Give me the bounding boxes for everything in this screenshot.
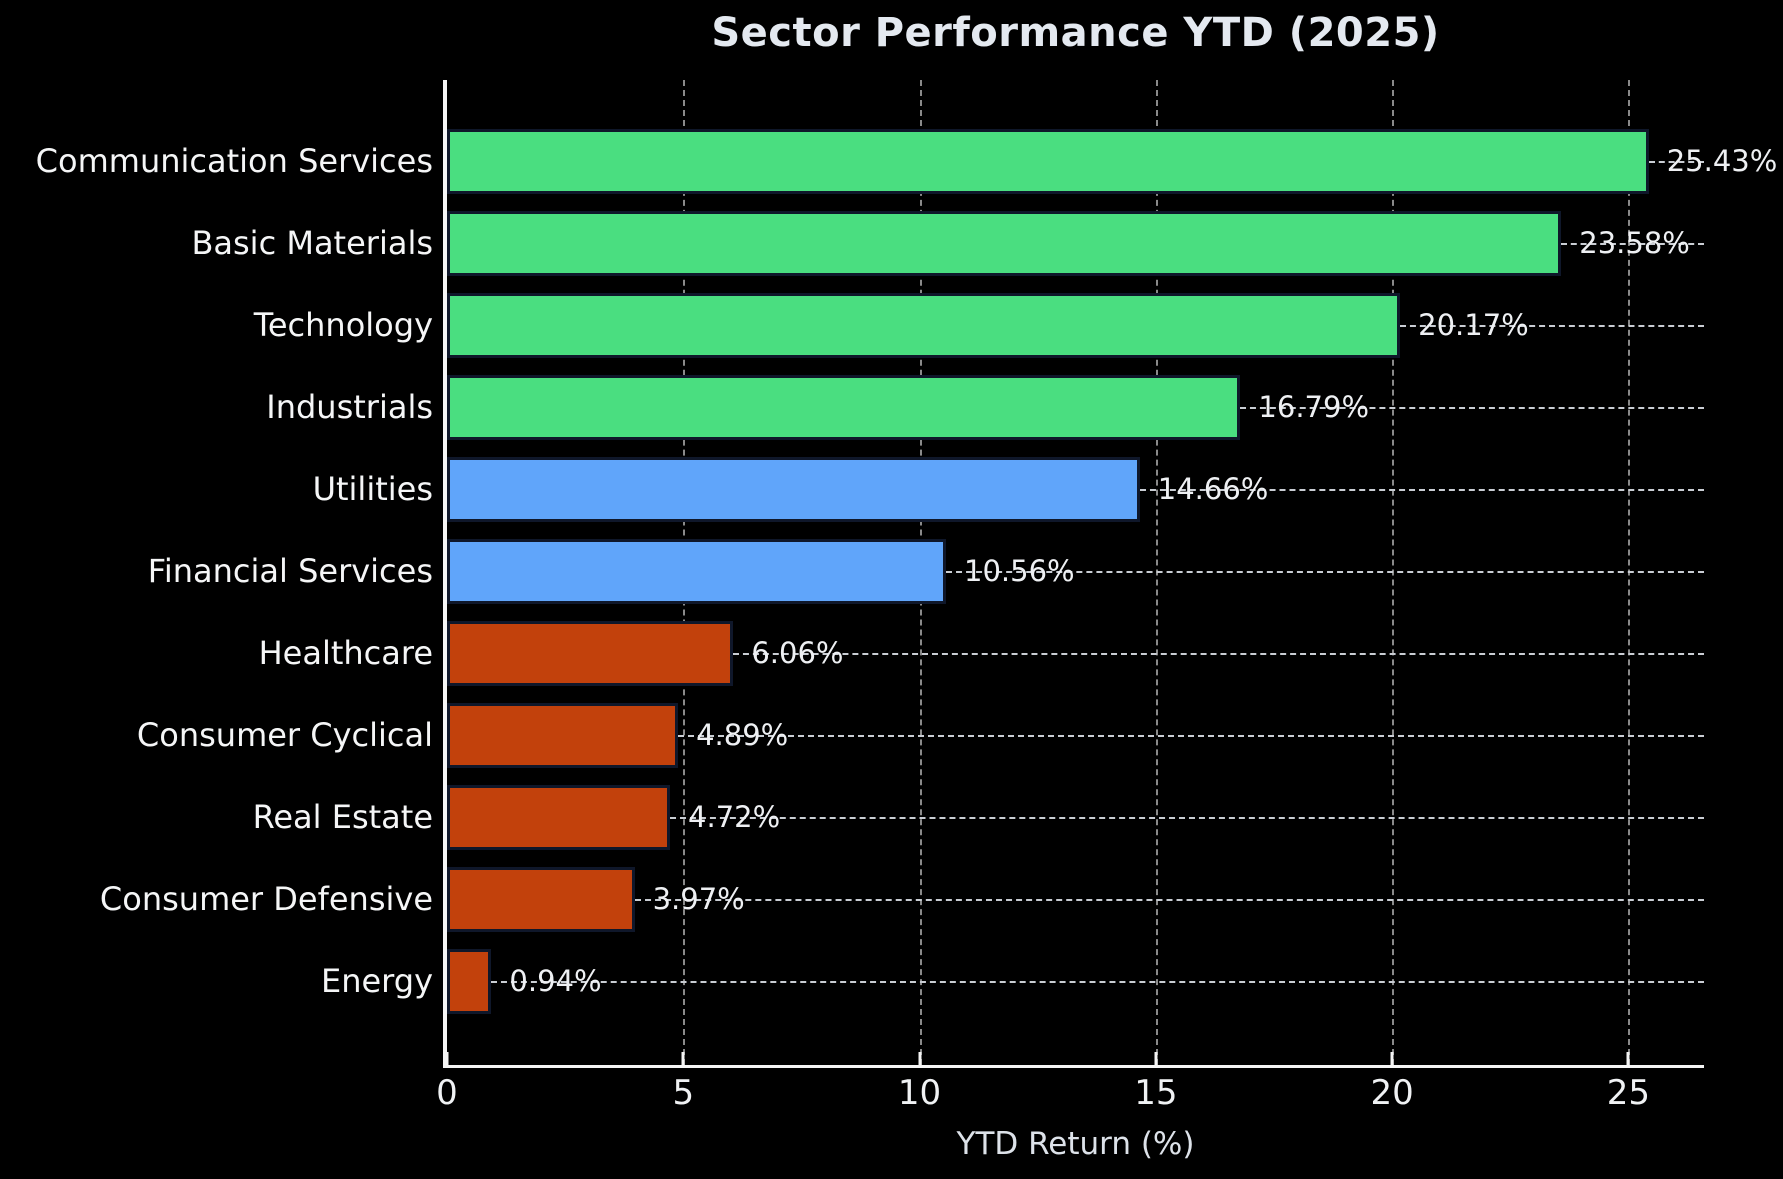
bar-real-estate [447, 784, 671, 850]
leader-line [1240, 406, 1704, 409]
bar-row: 23.58% [447, 210, 1704, 276]
value-label: 10.56% [964, 553, 1075, 588]
x-tick-label: 10 [897, 1073, 942, 1113]
bar-row: 10.56% [447, 538, 1704, 604]
category-label-technology: Technology [253, 306, 433, 344]
x-tick-label: 15 [1134, 1073, 1178, 1113]
tickmark-x-0 [445, 1052, 449, 1065]
x-axis-title: YTD Return (%) [956, 1126, 1195, 1162]
leader-line [670, 816, 1704, 819]
category-label-utilities: Utilities [312, 470, 433, 508]
category-label-consumer-defensive: Consumer Defensive [99, 880, 433, 918]
value-label: 14.66% [1157, 471, 1269, 506]
bar-row: 0.94% [447, 948, 1704, 1014]
bar-communication-services [447, 128, 1649, 194]
tickmark-x-5 [681, 1052, 685, 1065]
x-tick-label: 25 [1606, 1073, 1651, 1113]
category-label-consumer-cyclical: Consumer Cyclical [136, 716, 433, 754]
plot-area: 25.43% 23.58% 20.17% 16.79% 14.66% 10.56% 6.06… [443, 80, 1777, 1068]
y-axis-spine [443, 80, 447, 1065]
category-label-real-estate: Real Estate [252, 798, 433, 836]
tickmark-x-20 [1390, 1052, 1394, 1065]
bar-industrials [447, 374, 1241, 440]
bar-row: 3.97% [447, 866, 1704, 932]
bar-financial-services [447, 538, 947, 604]
leader-line [1400, 324, 1704, 327]
leader-line [1139, 488, 1704, 491]
category-label-industrials: Industrials [266, 388, 433, 426]
bar-consumer-defensive [447, 866, 635, 932]
leader-line [1648, 160, 1704, 163]
gridline-x-20 [1392, 80, 1395, 1065]
category-label-financial-services: Financial Services [147, 552, 433, 590]
value-label: 23.58% [1579, 225, 1690, 260]
leader-line [634, 898, 1704, 901]
bar-utilities [447, 456, 1140, 522]
gridline-x-25 [1628, 80, 1631, 1065]
tickmark-x-10 [918, 1052, 922, 1065]
bar-row: 16.79% [447, 374, 1704, 440]
x-tick-label: 5 [672, 1073, 695, 1113]
bar-energy [447, 948, 492, 1014]
bar-technology [447, 292, 1401, 358]
leader-line [678, 734, 1704, 737]
x-tick-label: 20 [1370, 1073, 1414, 1113]
bar-row: 4.72% [447, 784, 1704, 850]
bar-row: 4.89% [447, 702, 1704, 768]
leader-line [1561, 242, 1704, 245]
x-tick-label: 0 [436, 1073, 458, 1113]
bar-row: 14.66% [447, 456, 1704, 522]
value-label: 25.43% [1666, 143, 1778, 178]
chart-title: Sector Performance YTD (2025) [711, 10, 1440, 56]
category-label-healthcare: Healthcare [258, 634, 433, 672]
bar-basic-materials [447, 210, 1562, 276]
value-label: 4.72% [688, 799, 781, 834]
bar-row: 25.43% [447, 128, 1777, 194]
value-label: 0.94% [509, 963, 602, 998]
bar-row: 6.06% [447, 620, 1704, 686]
value-label: 20.17% [1418, 307, 1529, 342]
category-label-basic-materials: Basic Materials [191, 224, 433, 262]
x-axis-spine [443, 1065, 1704, 1068]
category-label-communication-services: Communication Services [35, 142, 433, 180]
value-label: 6.06% [751, 635, 844, 670]
tickmark-x-25 [1626, 1052, 1630, 1065]
bar-healthcare [447, 620, 734, 686]
tickmark-x-15 [1154, 1052, 1158, 1065]
value-label: 3.97% [652, 881, 745, 916]
leader-line [946, 570, 1704, 573]
leader-line [491, 980, 1704, 983]
bar-row: 20.17% [447, 292, 1704, 358]
leader-line [733, 652, 1704, 655]
gridline-x-15 [1155, 80, 1158, 1065]
value-label: 4.89% [696, 717, 789, 752]
value-label: 16.79% [1258, 389, 1369, 424]
category-label-energy: Energy [320, 962, 433, 1000]
bar-consumer-cyclical [447, 702, 679, 768]
